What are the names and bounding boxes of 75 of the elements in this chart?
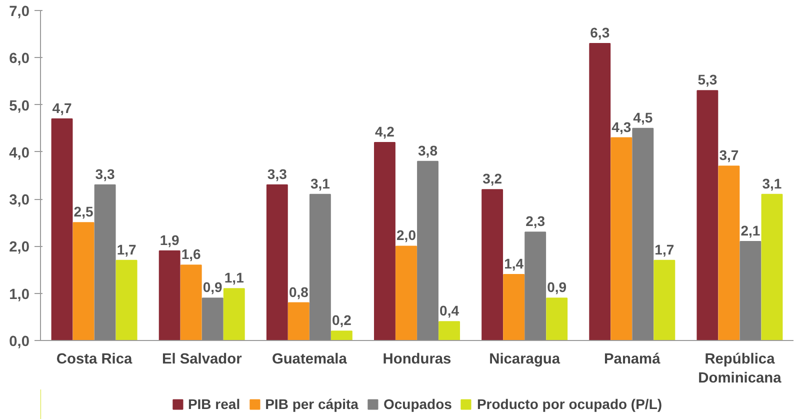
bar (72, 222, 94, 340)
data-label: 3,8 (418, 142, 438, 158)
data-label: 4,5 (633, 109, 653, 126)
bar (654, 260, 676, 340)
bar (632, 128, 654, 340)
data-label: 1,1 (224, 270, 244, 286)
bar (417, 160, 438, 340)
bar (288, 302, 310, 340)
bar (740, 241, 762, 340)
data-label: 3,3 (267, 166, 288, 182)
bar (51, 118, 73, 340)
bar (116, 260, 138, 340)
data-label: 1,6 (181, 246, 202, 262)
bar (330, 330, 352, 340)
data-label: 3,7 (719, 147, 739, 164)
data-label: 3,2 (482, 170, 502, 187)
data-label: 2,3 (526, 213, 546, 230)
x-tick-label: Costa Rica (56, 352, 134, 368)
bar (309, 194, 331, 340)
bar (546, 298, 568, 340)
data-label: 4,7 (52, 100, 72, 116)
x-tick-label: Panamá (604, 352, 662, 368)
data-label: 4,3 (612, 118, 632, 135)
bar (718, 166, 740, 340)
bar (180, 264, 202, 340)
bar (158, 250, 180, 340)
bar (94, 184, 116, 340)
legend-label: PIB per cápita (265, 396, 358, 412)
data-label: 3,1 (762, 175, 782, 192)
data-label: 1,9 (160, 232, 180, 248)
y-tick-label: 3,0 (9, 192, 30, 209)
x-tick-label: El Salvador (162, 352, 242, 368)
data-label: 1,7 (654, 241, 674, 258)
bar (696, 90, 718, 340)
data-label: 2,0 (396, 227, 416, 244)
bar (761, 194, 783, 340)
data-label: 2,5 (74, 204, 94, 220)
data-label: 3,1 (310, 175, 330, 192)
data-label: 6,3 (590, 24, 610, 40)
x-tick-label: Nicaragua (489, 352, 561, 368)
bar (610, 137, 632, 340)
data-label: 0,2 (332, 312, 352, 328)
data-label: 3,3 (95, 166, 115, 182)
bar (589, 43, 611, 340)
bar (396, 246, 417, 340)
data-label: 2,1 (740, 222, 760, 238)
data-label: 0,9 (547, 279, 567, 296)
x-tick-label: Guatemala (272, 352, 348, 368)
bar (223, 288, 245, 340)
bar (202, 298, 224, 340)
data-label: 4,2 (375, 124, 395, 140)
legend-label: Ocupados (383, 396, 452, 412)
y-tick-label: 2,0 (9, 240, 30, 256)
data-label: 0,9 (202, 279, 223, 296)
bar (374, 142, 396, 340)
y-tick-label: 7,0 (9, 4, 30, 20)
legend-label: PIB real (188, 396, 240, 412)
y-tick-label: 1,0 (9, 286, 30, 303)
x-tick-label: Honduras (382, 352, 452, 368)
legend-label: Producto por ocupado (P/L) (476, 396, 662, 412)
y-tick-label: 6,0 (9, 51, 30, 68)
data-label: 1,4 (504, 256, 524, 272)
data-label: 1,7 (116, 241, 136, 258)
y-tick-label: 4,0 (9, 145, 30, 162)
data-label: 0,4 (440, 302, 460, 319)
bar (503, 274, 525, 340)
bar (438, 321, 460, 340)
y-tick-label: 5,0 (9, 98, 30, 114)
data-label: 5,3 (698, 72, 718, 88)
bar (266, 184, 288, 340)
y-tick-label: 0,0 (9, 334, 30, 350)
bar (482, 189, 504, 340)
data-label: 0,8 (288, 284, 309, 300)
bar (524, 232, 546, 340)
x-tick-label: República Dominicana (698, 352, 782, 387)
